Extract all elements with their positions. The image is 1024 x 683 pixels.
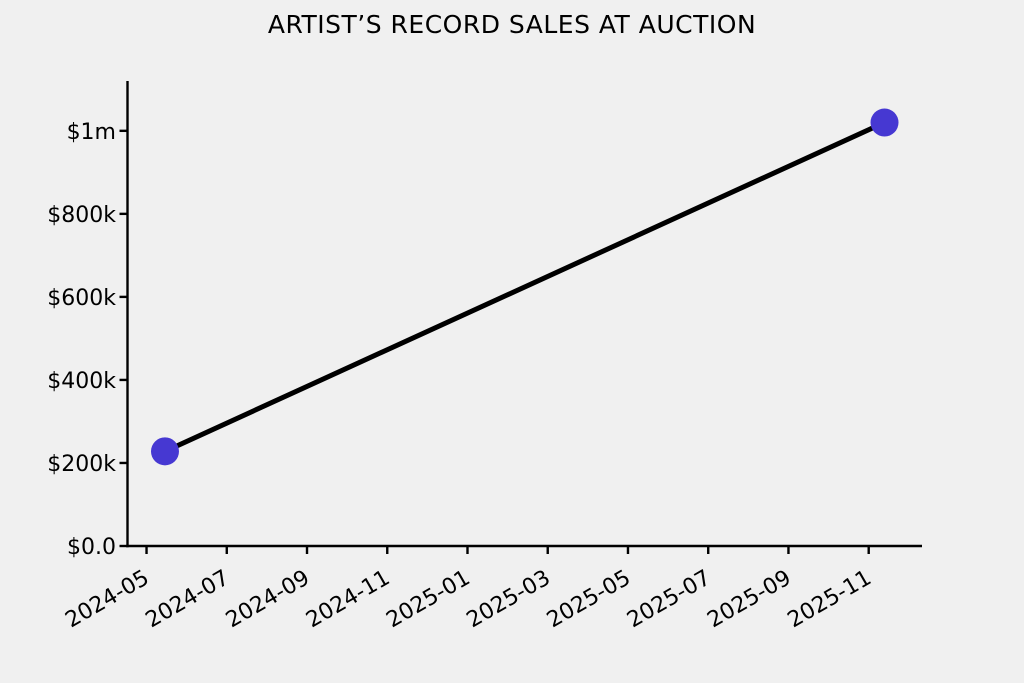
x-axis-tick-label: 2024-09 xyxy=(222,566,314,634)
y-axis-tick-label: $400k xyxy=(47,369,116,394)
x-axis-tick-label: 2024-07 xyxy=(142,566,234,634)
x-axis-tick-label: 2024-11 xyxy=(302,566,394,634)
x-axis-tick-label: 2025-01 xyxy=(382,566,474,634)
x-axis-tick-label: 2025-05 xyxy=(543,566,635,634)
data-point-marker xyxy=(150,437,179,466)
y-axis-tick-label: $1m xyxy=(67,120,116,145)
y-axis-tick-label: $200k xyxy=(47,452,116,477)
data-line xyxy=(162,120,888,454)
x-axis-tick-label: 2025-09 xyxy=(703,566,795,634)
x-axis-tick-label: 2025-03 xyxy=(463,566,555,634)
y-axis-tick-label: $800k xyxy=(47,203,116,228)
x-axis-tick-label: 2025-07 xyxy=(623,566,715,634)
data-point-marker xyxy=(870,108,899,137)
chart-title: ARTIST’S RECORD SALES AT AUCTION xyxy=(267,10,757,39)
y-axis-tick-label: $0.0 xyxy=(67,535,116,560)
x-axis-tick-label: 2025-11 xyxy=(784,566,876,634)
y-axis-tick-label: $600k xyxy=(47,286,116,311)
x-axis-tick-label: 2024-05 xyxy=(61,566,153,634)
